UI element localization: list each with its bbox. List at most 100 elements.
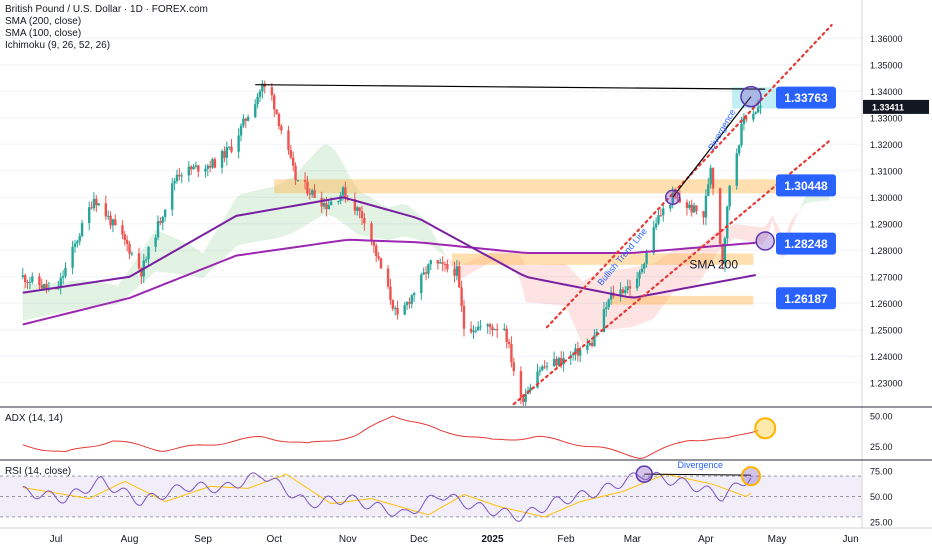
ichimoku-cloud-segment — [56, 281, 61, 314]
rsi-axis-tick: 75.00 — [870, 467, 893, 477]
candle-body — [472, 330, 475, 333]
candle-body — [370, 223, 373, 242]
candle-body — [225, 147, 228, 158]
candle-body — [303, 180, 307, 182]
candle-body — [396, 307, 399, 315]
legend-ichimoku[interactable]: Ichimoku (9, 26, 52, 26) — [5, 40, 111, 51]
ichimoku-cloud-segment — [241, 192, 246, 245]
legend-sma200[interactable]: SMA (200, close) — [5, 16, 82, 27]
candle-body — [230, 146, 233, 152]
rsi-pane-title[interactable]: RSI (14, close) — [5, 466, 72, 477]
candle-body — [59, 277, 62, 288]
candle-body — [310, 190, 314, 195]
candle-body — [178, 174, 181, 177]
candle-body — [21, 275, 24, 277]
ichimoku-cloud-segment — [468, 259, 474, 275]
candle-body — [488, 324, 492, 328]
ichimoku-cloud-segment — [117, 279, 123, 305]
ichimoku-cloud-segment — [426, 220, 431, 246]
ichimoku-cloud-segment — [108, 284, 113, 306]
ichimoku-cloud-segment — [696, 244, 702, 285]
ichimoku-cloud-segment — [511, 251, 517, 272]
candle-body — [576, 348, 580, 356]
ichimoku-cloud-segment — [112, 284, 118, 305]
candle-body — [341, 187, 345, 196]
ichimoku-cloud-segment — [615, 269, 621, 329]
price-axis-tick: 1.29000 — [870, 219, 903, 229]
candle-body — [638, 272, 641, 279]
ichimoku-cloud-segment — [762, 223, 768, 245]
legend-sma100[interactable]: SMA (100, close) — [5, 28, 82, 39]
ichimoku-cloud-segment — [188, 243, 194, 276]
time-axis-tick: 2025 — [481, 534, 504, 545]
time-axis-tick: May — [768, 534, 787, 545]
adx-pane-title[interactable]: ADX (14, 14) — [5, 413, 63, 424]
ichimoku-cloud-segment — [193, 247, 199, 277]
ichimoku-cloud-segment — [582, 278, 588, 345]
candle-body — [474, 330, 478, 332]
rsi-divergence-annotation: Divergence — [677, 460, 723, 470]
candle-body — [607, 299, 610, 308]
ichimoku-cloud-segment — [22, 284, 28, 321]
time-axis-tick: Jun — [843, 534, 859, 545]
ichimoku-cloud-segment — [245, 191, 251, 244]
ichimoku-cloud-segment — [520, 256, 526, 302]
candle-body — [256, 96, 259, 105]
ichimoku-cloud-segment — [217, 221, 223, 265]
candle-body — [522, 397, 525, 402]
price-label-badge — [776, 174, 836, 197]
candle-body — [692, 205, 696, 213]
ichimoku-cloud-segment — [165, 233, 170, 273]
ichimoku-cloud-segment — [51, 282, 56, 315]
candle-body — [524, 393, 527, 402]
candle-body — [624, 290, 627, 294]
ichimoku-cloud-segment — [264, 187, 270, 241]
candle-body — [412, 293, 416, 296]
time-axis-tick: Dec — [410, 534, 428, 545]
ichimoku-cloud-segment — [37, 283, 42, 318]
sma200-line — [22, 238, 756, 326]
candle-body — [519, 371, 523, 398]
ichimoku-cloud-segment — [729, 224, 735, 243]
candle-body — [123, 234, 126, 240]
ichimoku-cloud-segment — [397, 203, 403, 238]
candle-body — [206, 165, 210, 169]
candle-body — [187, 166, 191, 176]
candle-body — [26, 282, 29, 284]
candle-body — [405, 302, 409, 306]
ichimoku-cloud-segment — [644, 264, 649, 323]
price-axis-tick: 1.28000 — [870, 246, 903, 256]
candle-body — [460, 287, 463, 307]
ichimoku-cloud-segment — [326, 144, 332, 216]
support-zone — [611, 295, 754, 305]
candle-body — [626, 286, 629, 291]
ichimoku-cloud-segment — [89, 280, 94, 308]
ichimoku-cloud-segment — [549, 264, 555, 305]
candle-body — [171, 183, 174, 210]
candle-body — [669, 204, 672, 209]
candle-body — [137, 253, 141, 269]
candle-body — [628, 286, 632, 289]
ichimoku-cloud-segment — [84, 280, 90, 308]
candle-body — [590, 342, 594, 346]
last-price-text: 1.33411 — [872, 102, 904, 112]
candle-body — [80, 223, 84, 237]
candle-body — [163, 209, 167, 218]
candle-body — [322, 203, 326, 207]
rsi-divergence-marker — [740, 466, 761, 487]
ichimoku-cloud-segment — [373, 199, 379, 239]
price-axis-tick: 1.30000 — [870, 193, 903, 203]
candle-body — [493, 329, 497, 331]
price-axis-tick: 1.23000 — [870, 378, 903, 388]
candle-body — [275, 109, 278, 115]
price-label-text: 1.33763 — [784, 91, 828, 105]
ichimoku-cloud-segment — [710, 232, 716, 264]
ichimoku-cloud-segment — [677, 249, 683, 292]
ichimoku-cloud-segment — [198, 250, 204, 278]
candle-body — [45, 284, 48, 289]
candle-body — [90, 207, 93, 209]
candle-body — [688, 204, 691, 208]
candle-body — [441, 262, 444, 264]
candle-body — [702, 211, 705, 218]
